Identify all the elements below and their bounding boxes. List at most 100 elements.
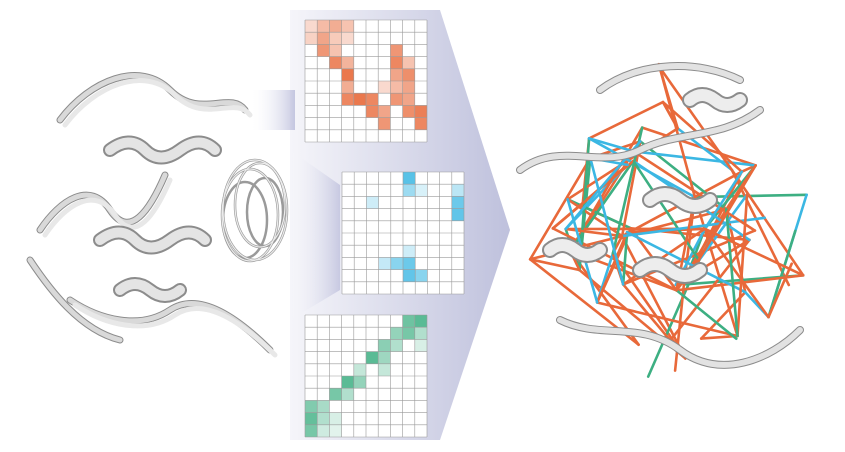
contact-cell [317, 20, 330, 33]
contact-cell [341, 376, 354, 389]
contact-cell [402, 315, 415, 328]
contact-edge [697, 193, 749, 262]
contact-cell [341, 93, 354, 106]
contact-edge [528, 156, 592, 261]
contact-edge [736, 193, 749, 338]
contact-cell [341, 56, 354, 69]
contact-edge [551, 159, 635, 230]
contact-cell [451, 208, 464, 221]
contact-edge [699, 290, 747, 340]
contact-cell [415, 269, 428, 282]
contact-cell [317, 44, 330, 57]
contact-edge [595, 301, 739, 338]
contact-cell [341, 388, 354, 401]
contact-cell [317, 32, 330, 45]
contact-cell [378, 257, 391, 270]
contact-cell [353, 363, 366, 376]
contact-cell [305, 32, 318, 45]
contact-cell [366, 196, 379, 209]
contact-cell [402, 56, 415, 69]
contact-edge [693, 195, 739, 338]
contact-cell [403, 245, 416, 258]
contact-cell [341, 20, 354, 33]
contact-cell [414, 339, 427, 352]
contact-cell [403, 184, 416, 197]
contact-cell [317, 412, 330, 425]
contact-cell [403, 172, 416, 185]
contact-edge [631, 159, 701, 262]
contact-edge [625, 230, 747, 294]
contact-cell [329, 32, 342, 45]
protein-ensemble-cartoon [26, 72, 289, 358]
contact-cell [414, 105, 427, 118]
contact-cell [415, 184, 428, 197]
contact-cell [378, 105, 391, 118]
contact-edge [703, 170, 744, 231]
contact-cell [366, 93, 379, 106]
contact-cell [403, 269, 416, 282]
contact-cell [378, 363, 391, 376]
contact-cell [390, 44, 403, 57]
contact-cell [341, 32, 354, 45]
contact-edge [595, 230, 629, 304]
contact-cell [378, 339, 391, 352]
contact-cell [390, 257, 403, 270]
contact-cell [305, 400, 318, 413]
contact-cell [403, 257, 416, 270]
protein-with-contact-network [516, 62, 808, 378]
contact-cell [329, 412, 342, 425]
contact-cell [305, 20, 318, 33]
green-contact-map [304, 314, 428, 438]
contact-cell [378, 117, 391, 130]
contact-cell [390, 327, 403, 340]
contact-cell [329, 44, 342, 57]
contact-cell [402, 105, 415, 118]
contact-edge [620, 234, 687, 360]
contact-network [528, 62, 808, 378]
contact-edge [730, 168, 805, 277]
contact-cell [451, 196, 464, 209]
contact-cell [402, 81, 415, 94]
contact-cell [353, 376, 366, 389]
contact-cell [329, 20, 342, 33]
contact-edge [767, 229, 797, 319]
contact-edge [621, 230, 629, 286]
contact-cell [341, 68, 354, 81]
contact-cell [366, 351, 379, 364]
contact-cell [366, 105, 379, 118]
contact-edge [657, 64, 734, 172]
contact-edge [528, 257, 581, 272]
contact-cell [414, 117, 427, 130]
contact-edge [587, 137, 697, 199]
contact-cell [390, 339, 403, 352]
contact-edge [587, 100, 665, 140]
contact-edge [632, 150, 757, 167]
contact-cell [317, 424, 330, 437]
contact-cell [414, 315, 427, 328]
contact-edge [767, 262, 794, 319]
contact-cell [329, 56, 342, 69]
contact-edge [667, 238, 751, 344]
contact-cell [390, 56, 403, 69]
contact-edge [675, 288, 738, 341]
contact-cell [414, 327, 427, 340]
contact-edge [724, 208, 739, 338]
contact-cell [402, 93, 415, 106]
contact-cell [305, 424, 318, 437]
orange-contact-map [304, 19, 428, 143]
contact-edge [587, 137, 635, 153]
contact-edge [703, 227, 805, 277]
contact-cell [329, 388, 342, 401]
contact-edge [620, 140, 642, 238]
contact-cell [451, 184, 464, 197]
contact-cell [353, 93, 366, 106]
contact-edge [564, 227, 624, 238]
blue-contact-map [341, 171, 465, 295]
contact-cell [305, 412, 318, 425]
contact-cell [378, 81, 391, 94]
contact-cell [402, 68, 415, 81]
contact-maps [304, 19, 465, 438]
contact-edge [657, 62, 697, 199]
contact-cell [390, 93, 403, 106]
